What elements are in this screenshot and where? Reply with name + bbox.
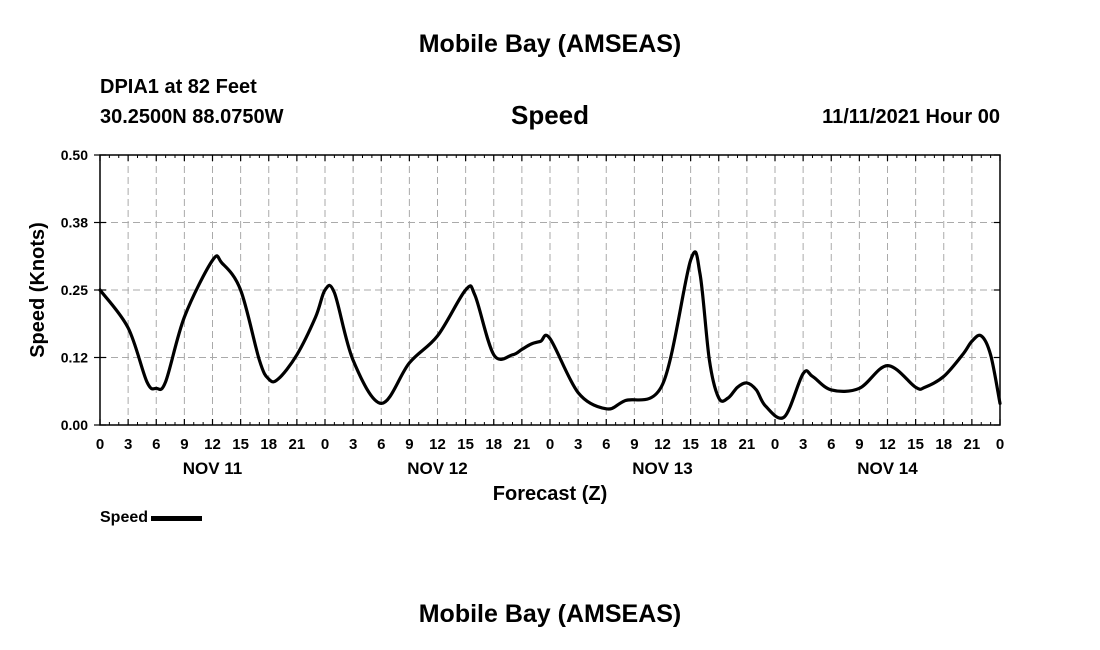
grid	[100, 155, 1000, 425]
legend: Speed	[100, 509, 203, 527]
x-tick-label: 0	[771, 436, 779, 453]
x-tick-label: 9	[630, 436, 638, 453]
coordinates-label: 30.2500N 88.0750W	[100, 106, 284, 128]
chart-title: Speed	[510, 100, 590, 130]
x-tick-label: 15	[232, 436, 249, 453]
axes: 0 3 6 9 12 15 18 21 0 3 6 9 12 15 18 21 0 3 6 9 12 15 18 21 0 3 6 9…	[61, 147, 1004, 478]
x-tick-label: 0	[321, 436, 329, 453]
x-tick-label: 12	[654, 436, 671, 453]
x-tick-label: 21	[289, 436, 306, 453]
y-tick-label: 0.50	[61, 147, 88, 163]
x-tick-label: 0	[996, 436, 1004, 453]
x-tick-label: 21	[964, 436, 981, 453]
series-layer	[98, 250, 1002, 420]
x-tick-label: 9	[180, 436, 188, 453]
x-tick-label: 12	[879, 436, 896, 453]
x-tick-label: 12	[429, 436, 446, 453]
x-tick-label: 0	[96, 436, 104, 453]
y-tick-label: 0.00	[61, 417, 88, 433]
x-tick-label: 18	[485, 436, 502, 453]
footer-title: Mobile Bay (AMSEAS)	[418, 600, 682, 628]
station-label: DPIA1 at 82 Feet	[100, 76, 257, 98]
x-tick-label: 12	[204, 436, 221, 453]
y-tick-label: 0.12	[61, 350, 88, 366]
x-tick-label: 9	[405, 436, 413, 453]
x-tick-label: 6	[377, 436, 385, 453]
x-axis-label: Forecast (Z)	[493, 483, 607, 505]
day-label: NOV 12	[407, 459, 467, 478]
day-label: NOV 11	[183, 459, 243, 478]
x-tick-label: 9	[855, 436, 863, 453]
x-tick-label: 15	[907, 436, 924, 453]
day-label: NOV 14	[857, 459, 918, 478]
x-tick-label: 6	[827, 436, 835, 453]
y-axis-label: Speed (Knots)	[27, 222, 49, 358]
x-tick-label: 3	[574, 436, 582, 453]
y-tick-label: 0.38	[61, 215, 88, 231]
page-title: Mobile Bay (AMSEAS)	[418, 30, 682, 58]
x-tick-label: 6	[152, 436, 160, 453]
x-tick-label: 18	[260, 436, 277, 453]
x-tick-label: 21	[739, 436, 756, 453]
x-tick-label: 0	[546, 436, 554, 453]
x-tick-label: 18	[935, 436, 952, 453]
x-tick-label: 3	[349, 436, 357, 453]
x-tick-label: 18	[710, 436, 727, 453]
legend-label: Speed	[100, 509, 149, 526]
y-tick-label: 0.25	[61, 282, 88, 298]
x-tick-label: 15	[457, 436, 474, 453]
series-line-speed	[98, 250, 1002, 420]
x-tick-label: 6	[602, 436, 610, 453]
x-tick-label: 3	[799, 436, 807, 453]
x-tick-label: 21	[514, 436, 531, 453]
x-tick-label: 3	[124, 436, 132, 453]
legend-swatch	[151, 515, 203, 521]
day-label: NOV 13	[632, 459, 692, 478]
x-tick-label: 15	[682, 436, 699, 453]
timestamp-label: 11/11/2021 Hour 00	[822, 106, 1000, 128]
